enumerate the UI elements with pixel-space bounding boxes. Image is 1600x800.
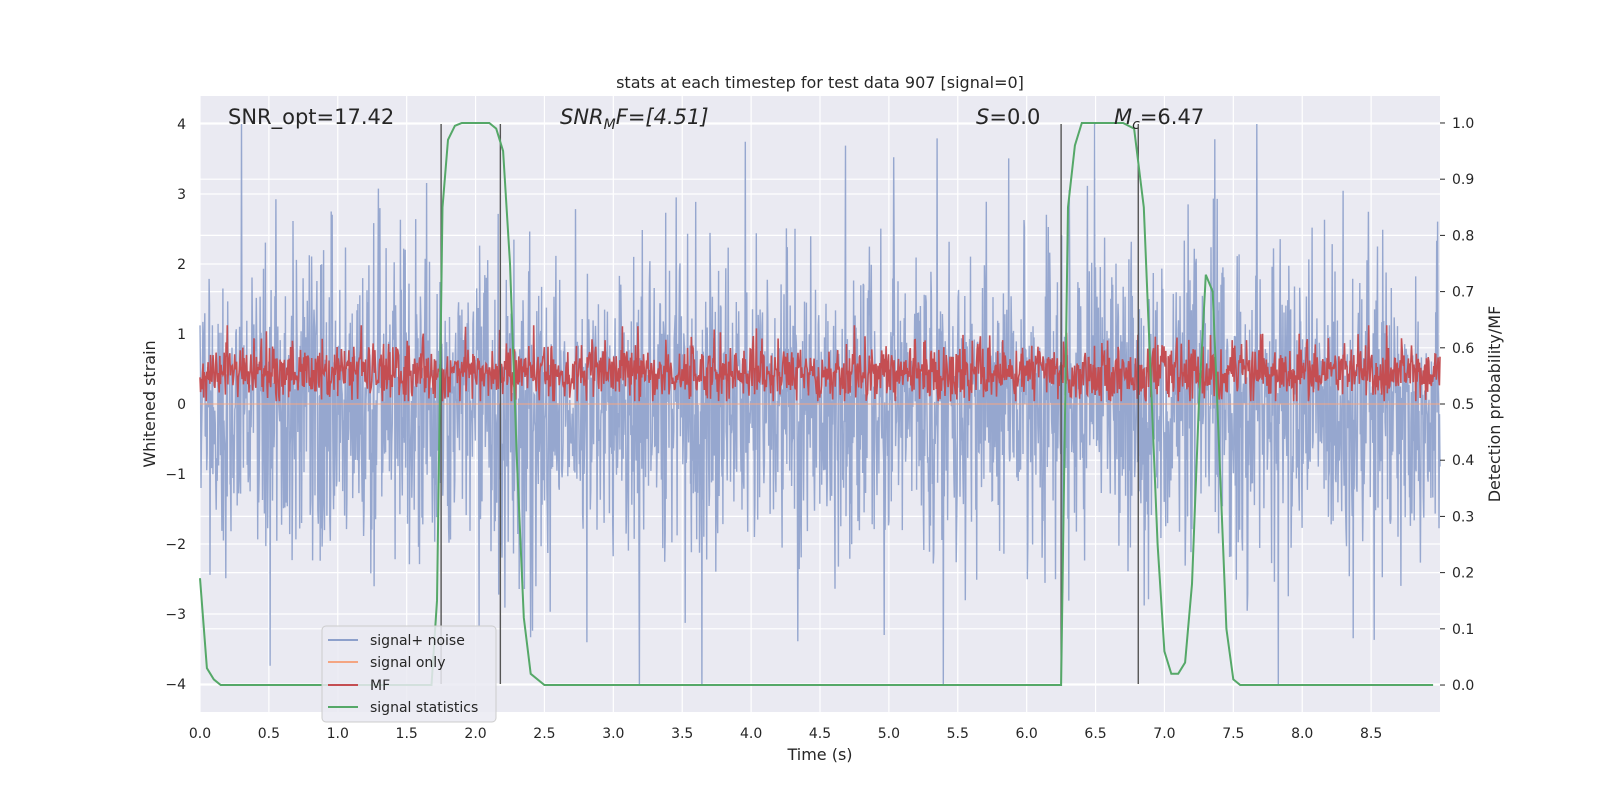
y-right-tick-label: 0.6 (1452, 341, 1474, 357)
snr-mf-value: F=[4.51] (616, 105, 709, 129)
x-tick-label: 1.0 (327, 726, 349, 742)
x-tick-label: 5.5 (947, 726, 969, 742)
y-left-tick-label: 1 (177, 327, 186, 343)
x-tick-label: 7.5 (1222, 726, 1244, 742)
y-left-tick-labels: 4 3 2 1 0 −1 −2 −3 −4 (165, 117, 186, 693)
y-axis-right-label: Detection probability/MF (1485, 306, 1504, 503)
y-right-tick-label: 0.4 (1452, 453, 1474, 469)
y-right-tick-label: 0.8 (1452, 228, 1474, 244)
y-left-tick-label: 2 (177, 257, 186, 273)
y-left-tick-label: 4 (177, 117, 186, 133)
x-tick-label: 4.0 (740, 726, 762, 742)
y-right-tick-label: 0.9 (1452, 172, 1474, 188)
x-tick-label: 8.0 (1291, 726, 1313, 742)
y-left-tick-label: −1 (165, 467, 186, 483)
s-symbol: S (976, 105, 989, 129)
y-left-tick-label: −3 (165, 607, 186, 623)
mc-value: =6.47 (1140, 105, 1204, 129)
y-left-tick-label: 0 (177, 397, 186, 413)
y-right-tick-label: 1.0 (1452, 116, 1474, 132)
chart-title: stats at each timestep for test data 907… (616, 73, 1024, 92)
s-annotation: S=0.0 (976, 105, 1040, 129)
x-tick-label: 1.5 (396, 726, 418, 742)
mc-subscript: c (1132, 117, 1140, 133)
vertical-lines (440, 124, 1139, 684)
x-tick-label: 2.5 (533, 726, 555, 742)
y-axis-left-label: Whitened strain (140, 340, 159, 467)
mf-series (199, 325, 1441, 402)
x-tick-label: 6.5 (1084, 726, 1106, 742)
y-left-tick-label: 3 (177, 187, 186, 203)
y-left-tick-label: −2 (165, 537, 186, 553)
y-right-tick-label: 0.7 (1452, 285, 1474, 301)
legend-label-signal-statistics: signal statistics (370, 700, 478, 716)
y-right-tick-label: 0.2 (1452, 566, 1474, 582)
y-right-tick-label: 0.0 (1452, 678, 1474, 694)
snr-mf-annotation: SNRMF=[4.51] (560, 105, 709, 133)
x-tick-label: 7.0 (1153, 726, 1175, 742)
x-tick-labels: 0.0 0.5 1.0 1.5 2.0 2.5 3.0 3.5 4.0 4.5 5.0 5.5 6.0 6… (189, 726, 1382, 742)
mc-symbol: M (1114, 105, 1132, 129)
x-tick-label: 6.0 (1016, 726, 1038, 742)
mc-annotation: Mc=6.47 (1114, 105, 1204, 133)
legend-label-signal-noise: signal+ noise (370, 633, 465, 649)
legend-box (321, 625, 497, 723)
x-axis-label: Time (s) (786, 745, 852, 764)
mf-line (199, 325, 1441, 402)
snr-mf-subscript: M (604, 117, 616, 133)
x-tick-label: 0.5 (258, 726, 280, 742)
y-right-tick-label: 0.1 (1452, 622, 1474, 638)
legend-label-mf: MF (370, 678, 390, 694)
snr-mf-prefix: SNR (560, 105, 604, 129)
legend-label-signal-only: signal only (370, 655, 445, 671)
x-tick-label: 2.0 (464, 726, 486, 742)
x-tick-label: 3.5 (671, 726, 693, 742)
x-tick-label: 4.5 (809, 726, 831, 742)
x-tick-label: 0.0 (189, 726, 211, 742)
y-right-tick-label: 0.3 (1452, 509, 1474, 525)
legend: signal+ noise signal only MF signal stat… (321, 625, 497, 723)
y-right-tick-label: 0.5 (1452, 397, 1474, 413)
x-tick-label: 5.0 (878, 726, 900, 742)
y-left-tick-label: −4 (165, 677, 186, 693)
s-value: =0.0 (989, 105, 1040, 129)
y-right-tick-labels: 1.0 0.9 0.8 0.7 0.6 0.5 0.4 0.3 0.2 0.1 0.0 (1440, 116, 1474, 694)
snr-opt-annotation: SNR_opt=17.42 (228, 105, 394, 130)
x-tick-label: 3.0 (602, 726, 624, 742)
x-tick-label: 8.5 (1360, 726, 1382, 742)
